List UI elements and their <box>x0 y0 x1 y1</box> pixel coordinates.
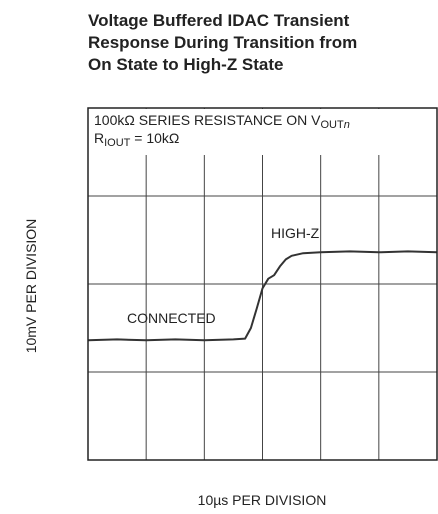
annotation-subscript: OUT <box>321 119 345 131</box>
annotation-text: R <box>94 130 104 146</box>
annotation-text: 100kΩ SERIES RESISTANCE ON V <box>94 112 321 128</box>
y-axis-label: 10mV PER DIVISION <box>23 219 39 354</box>
annotation-subscript: n <box>344 119 350 131</box>
annotation: RIOUT = 10kΩ <box>94 130 179 149</box>
annotation: 100kΩ SERIES RESISTANCE ON VOUTn <box>94 112 350 131</box>
title-line: On State to High-Z State <box>88 55 284 74</box>
trace <box>87 250 438 342</box>
x-axis-label: 10µs PER DIVISION <box>198 492 327 508</box>
annotation: CONNECTED <box>127 310 216 326</box>
note-background <box>89 109 419 155</box>
annotation-text: = 10kΩ <box>130 130 179 146</box>
title-line: Response During Transition from <box>88 33 357 52</box>
title-line: Voltage Buffered IDAC Transient <box>88 11 350 30</box>
annotation-subscript: IOUT <box>104 137 131 149</box>
plot-frame <box>87 107 438 461</box>
annotation: HIGH-Z <box>271 225 320 241</box>
